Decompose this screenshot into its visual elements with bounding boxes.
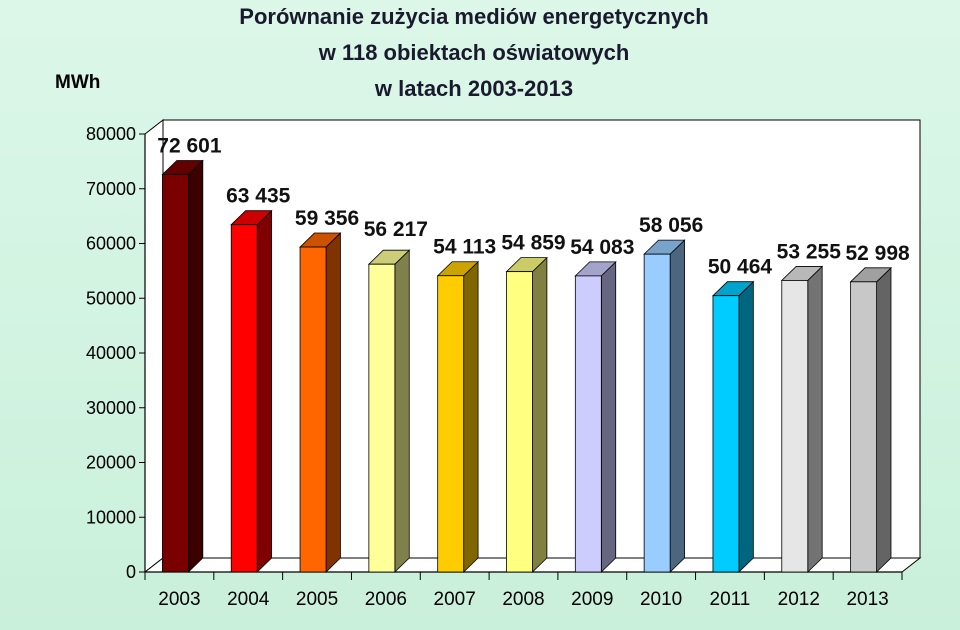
bar-side (394, 249, 410, 573)
x-tick-label: 2007 (434, 589, 476, 610)
data-label: 54 859 (501, 232, 565, 255)
y-tick-label: 40000 (86, 343, 136, 363)
x-tick-label: 2013 (846, 589, 888, 610)
bar-2008 (505, 256, 548, 573)
bar-side (669, 239, 685, 573)
bar-side (463, 260, 479, 573)
data-label: 59 356 (295, 207, 359, 230)
x-tick-labels: 2003 2004 2005 2006 2007 2008 2009 2010 2011 2012… (158, 589, 888, 610)
bar-side (738, 280, 754, 573)
bar-side (188, 159, 204, 573)
x-tick-label: 2004 (227, 589, 270, 610)
bar-2005 (299, 232, 342, 573)
data-label: 72 601 (157, 135, 222, 158)
bars (161, 159, 892, 573)
bar-front (574, 275, 602, 573)
bar-2012 (780, 265, 824, 573)
chart-title-line-2: w 118 obiektach oświatowych (318, 40, 630, 65)
bar-front (643, 253, 671, 573)
bar-2003 (161, 159, 204, 573)
bar-side (532, 256, 548, 573)
bar-side (876, 266, 892, 573)
y-axis-label: MWh (55, 72, 100, 93)
bar-side (256, 209, 273, 573)
bar-front (437, 275, 465, 573)
bar-front (506, 271, 533, 573)
bar-2006 (367, 249, 411, 573)
x-tick-label: 2012 (778, 589, 820, 610)
bar-front (299, 246, 327, 573)
data-label: 58 056 (639, 214, 703, 237)
x-tick-label: 2010 (640, 589, 682, 610)
x-tick-label: 2008 (502, 589, 544, 610)
bar-front (781, 280, 809, 573)
y-tick-label: 50000 (86, 288, 136, 308)
bar-2009 (574, 260, 617, 573)
chart-title-line-3: w latach 2003-2013 (374, 76, 573, 101)
side-wall (144, 118, 164, 574)
bar-front (850, 281, 877, 573)
y-tick-label: 20000 (86, 453, 136, 473)
bar-2004 (230, 209, 273, 573)
bar-side (600, 260, 617, 573)
y-tick-label: 80000 (86, 124, 136, 144)
data-label: 54 113 (433, 236, 496, 259)
y-tick-label: 70000 (86, 179, 136, 199)
y-tick-label: 0 (126, 562, 136, 582)
bar-2013 (849, 266, 892, 573)
chart-title-line-1: Porównanie zużycia mediów energetycznych (239, 4, 708, 29)
y-tick-label: 10000 (86, 507, 136, 527)
data-label: 52 998 (845, 242, 910, 265)
data-label: 54 083 (570, 236, 634, 259)
bar-side (325, 232, 341, 573)
data-label: 53 255 (777, 240, 842, 263)
x-tick-label: 2009 (571, 589, 613, 610)
y-tick-label: 30000 (86, 398, 136, 418)
chart-title: Porównanie zużycia mediów energetycznych… (239, 4, 708, 101)
bar-2007 (436, 260, 480, 573)
bar-2010 (643, 239, 686, 573)
data-label: 56 217 (364, 218, 428, 241)
x-tick-label: 2006 (365, 589, 407, 610)
x-tick-label: 2011 (710, 589, 751, 610)
data-label: 63 435 (226, 185, 291, 208)
bar-2011 (711, 280, 755, 573)
x-tick-label: 2003 (158, 589, 200, 610)
bar-front (712, 295, 740, 573)
bar-front (162, 174, 189, 573)
data-label: 50 464 (708, 256, 773, 279)
bar-front (230, 224, 258, 573)
y-tick-labels: 0 10000 20000 30000 40000 50000 60000 70000 8000… (86, 124, 145, 582)
y-tick-label: 60000 (86, 234, 136, 254)
bar-front (368, 263, 396, 573)
bar-side (807, 265, 823, 573)
x-tick-label: 2005 (296, 589, 338, 610)
